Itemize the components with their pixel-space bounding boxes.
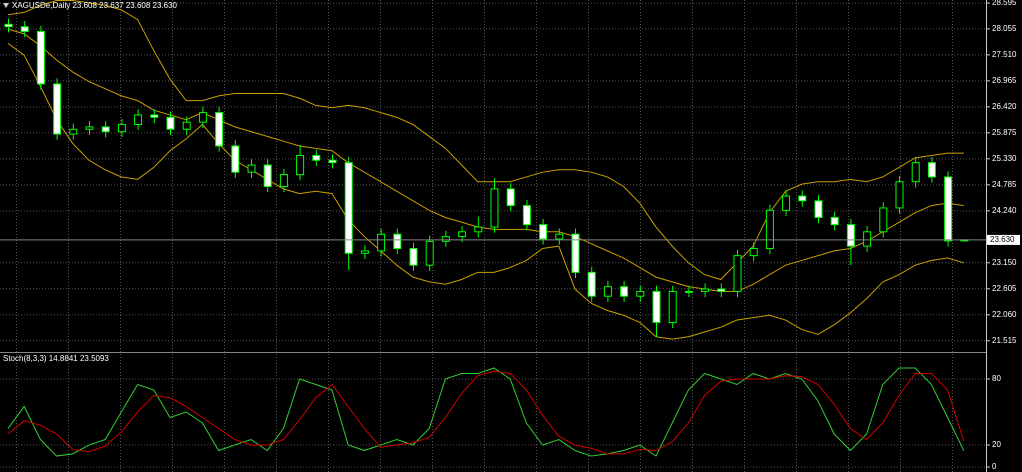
indicator-title: Stoch(8,3,3) 14.8841 23.5093 bbox=[3, 354, 109, 363]
candle-body bbox=[927, 162, 936, 178]
candle-body bbox=[85, 126, 94, 130]
candle-body bbox=[814, 200, 823, 218]
candle-body bbox=[101, 126, 110, 133]
candle-body bbox=[458, 231, 467, 238]
candle-body bbox=[636, 290, 645, 297]
y-tick-label: 80 bbox=[992, 374, 1001, 383]
y-tick-label: 22.605 bbox=[992, 284, 1017, 293]
candle-body bbox=[296, 154, 305, 176]
candle-body bbox=[571, 233, 580, 273]
symbol-icon bbox=[3, 3, 9, 8]
candle-body bbox=[733, 255, 742, 292]
candle-body bbox=[117, 123, 126, 133]
candle-body bbox=[587, 271, 596, 297]
bollinger-middle bbox=[7, 28, 964, 292]
y-tick-label: 25.875 bbox=[992, 128, 1017, 137]
candle-body bbox=[539, 224, 548, 240]
last-price-label: 23.630 bbox=[990, 235, 1015, 244]
candle-body bbox=[377, 233, 386, 252]
candle-body bbox=[798, 195, 807, 202]
candle-body bbox=[765, 209, 774, 249]
y-tick-label: 0 bbox=[992, 462, 997, 471]
y-tick-label: 26.420 bbox=[992, 102, 1017, 111]
candle-body bbox=[846, 224, 855, 247]
candle-body bbox=[53, 83, 62, 135]
candle-body bbox=[863, 231, 872, 247]
candle-body bbox=[360, 250, 369, 254]
candle-body bbox=[231, 145, 240, 173]
bollinger-upper bbox=[7, 0, 964, 281]
candle-body bbox=[182, 121, 191, 130]
stoch-line bbox=[7, 370, 965, 455]
candle-body bbox=[701, 288, 710, 292]
candle-body bbox=[150, 114, 159, 118]
candle-body bbox=[425, 240, 434, 266]
candle-body bbox=[441, 236, 450, 242]
candle-body bbox=[668, 290, 677, 323]
y-tick-label: 23.150 bbox=[992, 258, 1017, 267]
y-tick-label: 25.330 bbox=[992, 154, 1017, 163]
candle-body bbox=[652, 290, 661, 323]
candle-body bbox=[279, 174, 288, 187]
marks-layer bbox=[0, 0, 986, 457]
candle-body bbox=[344, 162, 353, 254]
candle-body bbox=[393, 233, 402, 249]
candle-body bbox=[69, 128, 78, 135]
y-tick-label: 27.510 bbox=[992, 50, 1017, 59]
last-price-box bbox=[987, 234, 1020, 245]
candle-body bbox=[555, 233, 564, 240]
y-tick-label: 26.965 bbox=[992, 76, 1017, 85]
y-tick-label: 22.060 bbox=[992, 310, 1017, 319]
candle-body bbox=[620, 286, 629, 297]
candle-body bbox=[20, 26, 29, 32]
candle-body bbox=[328, 159, 337, 164]
chart-title: XAGUSDe,Daily 23.608 23.637 23.608 23.63… bbox=[12, 1, 178, 10]
candle-body bbox=[879, 207, 888, 233]
candle-body bbox=[717, 288, 726, 292]
grid-layer bbox=[0, 0, 986, 472]
candle-body bbox=[215, 112, 224, 147]
candle-body bbox=[409, 247, 418, 266]
candle-body bbox=[782, 195, 791, 211]
candle-body bbox=[474, 226, 483, 233]
bollinger-lower bbox=[7, 43, 964, 340]
candle-body bbox=[134, 114, 143, 125]
y-tick-label: 24.785 bbox=[992, 180, 1017, 189]
candle-body bbox=[944, 176, 953, 242]
candle-body bbox=[830, 216, 839, 226]
candle-body bbox=[911, 162, 920, 183]
stoch-line bbox=[7, 367, 965, 457]
y-tick-label: 28.595 bbox=[992, 0, 1017, 7]
candle-body bbox=[166, 116, 175, 130]
candle-body bbox=[247, 164, 256, 173]
candle-body bbox=[312, 154, 321, 161]
y-tick-label: 24.240 bbox=[992, 206, 1017, 215]
candle-body bbox=[198, 112, 207, 123]
axis-layer: 28.595 28.055 27.510 26.965 26.420 25.875 25.3… bbox=[986, 0, 1020, 471]
candle-body bbox=[490, 188, 499, 228]
candle-body bbox=[506, 188, 515, 207]
candle-body bbox=[36, 30, 45, 85]
candle-body bbox=[895, 181, 904, 209]
y-tick-label: 28.055 bbox=[992, 24, 1017, 33]
candle-body bbox=[4, 23, 13, 28]
candle-body bbox=[263, 164, 272, 187]
candle-body bbox=[522, 205, 531, 226]
candle-body bbox=[684, 290, 693, 293]
y-tick-label: 20 bbox=[992, 440, 1001, 449]
candle-body bbox=[603, 286, 612, 297]
y-tick-label: 21.515 bbox=[992, 336, 1017, 345]
candle-body bbox=[749, 247, 758, 257]
